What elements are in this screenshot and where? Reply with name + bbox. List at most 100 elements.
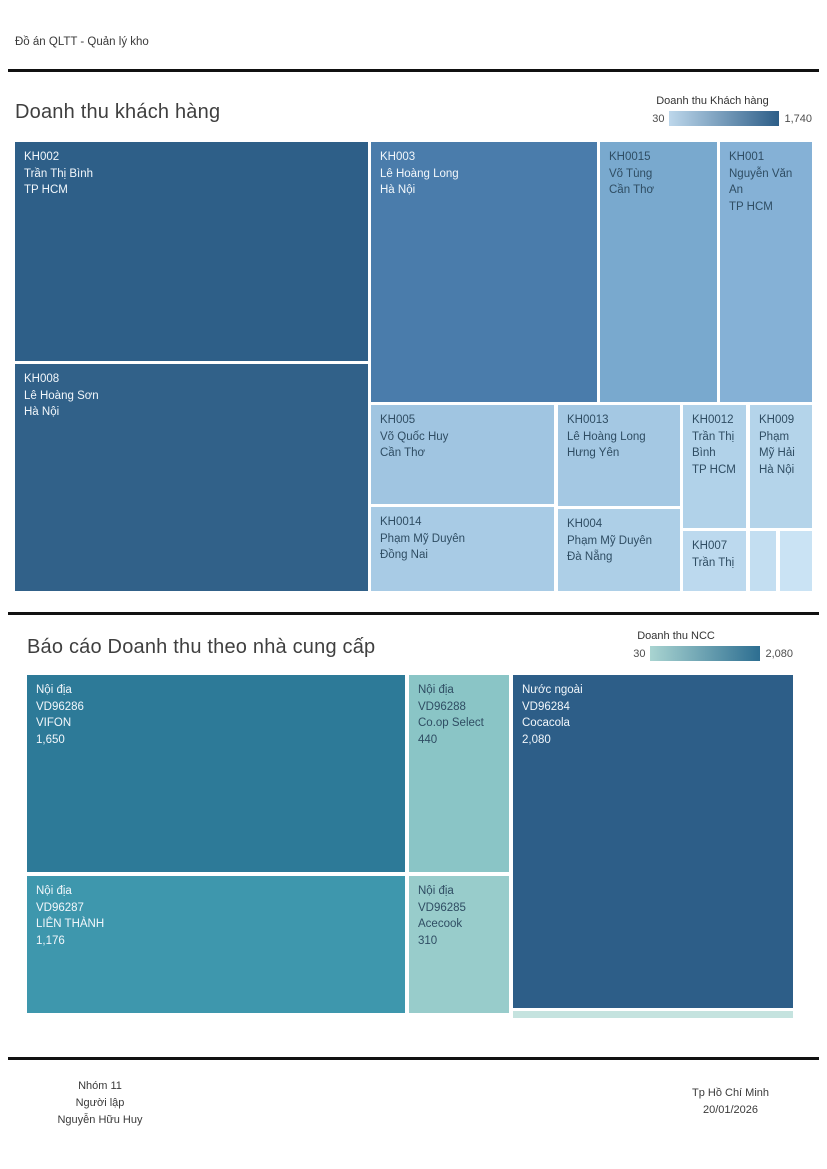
treemap-cell-label: Nội địa: [418, 885, 454, 897]
footer-group: Nhóm 11: [78, 1080, 122, 1092]
footer-author-block: Nhóm 11 Người lập Nguyễn Hữu Huy: [40, 1078, 160, 1129]
treemap-cell-label: 310: [418, 934, 438, 947]
treemap-cell-label: KH002: [24, 151, 60, 163]
treemap-cell-label: KH0013: [567, 414, 609, 426]
treemap-cell-label: Nước ngoài: [522, 684, 583, 696]
treemap-cell-label: Đà Nẵng: [567, 551, 613, 563]
treemap-cell-label: 1,176: [36, 934, 65, 947]
treemap-cell-label: KH009: [759, 414, 795, 426]
treemap-cell-label: Hà Nội: [759, 463, 795, 476]
treemap-cell-label: KH007: [692, 540, 728, 552]
treemap-cell-KH005[interactable]: KH005 Võ Quốc Huy Cần Thơ: [371, 405, 554, 504]
footer-place: Tp Hồ Chí Minh: [691, 1087, 770, 1099]
treemap-customers: KH002 Trần Thị Bình TP HCM KH008 Lê Hoàng Sơ…: [15, 142, 812, 591]
treemap-cell-label: KH0015: [609, 151, 651, 163]
divider-middle: [8, 612, 819, 615]
treemap-cell-VD96284-Cocacola[interactable]: Nước ngoài VD96284 Cocacola 2,080: [513, 675, 793, 1008]
treemap-cell-small-customer-1[interactable]: [750, 531, 776, 591]
legend-suppliers-max: 2,080: [765, 647, 793, 660]
legend-customers-min: 30: [652, 112, 665, 125]
treemap-cell-label: Hà Nội: [24, 406, 60, 418]
footer-role: Người lập: [75, 1097, 125, 1109]
treemap-cell-label: 1,650: [36, 733, 65, 746]
treemap-cell-label: Trần Thị: [692, 556, 735, 569]
legend-customers-gradient-bar: [669, 111, 780, 126]
legend-customers-max: 1,740: [784, 112, 812, 125]
treemap-cell-label: KH004: [567, 518, 603, 530]
treemap-cell-label: Lê Hoàng Sơn: [24, 389, 99, 402]
treemap-cell-label: VD96284: [522, 700, 570, 713]
section-title-customers: Doanh thu khách hàng: [15, 101, 221, 123]
treemap-cell-label: Đồng Nai: [380, 549, 428, 561]
treemap-cell-KH002[interactable]: KH002 Trần Thị Bình TP HCM: [15, 142, 368, 361]
treemap-cell-KH008[interactable]: KH008 Lê Hoàng Sơn Hà Nội: [15, 364, 368, 591]
divider-footer: [8, 1057, 819, 1060]
treemap-cell-label: Nội địa: [36, 885, 72, 897]
treemap-cell-VD96286-VIFON[interactable]: Nội địa VD96286 VIFON 1,650: [27, 675, 405, 872]
treemap-cell-label: Co.op Select: [418, 717, 484, 729]
treemap-cell-KH004[interactable]: KH004 Phạm Mỹ Duyên Đà Nẵng: [558, 509, 680, 591]
treemap-cell-label: 2,080: [522, 733, 551, 746]
treemap-cell-KH0015[interactable]: KH0015 Võ Tùng Cần Thơ: [600, 142, 717, 402]
treemap-cell-label: Cocacola: [522, 717, 570, 729]
footer-place-date-block: Tp Hồ Chí Minh 20/01/2026: [668, 1085, 793, 1119]
treemap-cell-label: KH001: [729, 151, 765, 163]
treemap-cell-label: Trần Thị Bình: [692, 430, 735, 460]
treemap-suppliers: Nội địa VD96286 VIFON 1,650 Nội địa VD96288 Co…: [27, 675, 793, 1018]
treemap-cell-KH003[interactable]: KH003 Lê Hoàng Long Hà Nội: [371, 142, 597, 402]
treemap-cell-label: Phạm Mỹ Hải: [759, 430, 795, 460]
treemap-cell-KH0012[interactable]: KH0012 Trần Thị Bình TP HCM: [683, 405, 746, 528]
treemap-cell-label: VD96286: [36, 700, 84, 713]
treemap-cell-label: Trần Thị Bình: [24, 167, 94, 180]
treemap-cell-label: LIÊN THÀNH: [36, 918, 105, 930]
treemap-cell-KH009[interactable]: KH009 Phạm Mỹ Hải Hà Nội: [750, 405, 812, 528]
treemap-cell-label: Lê Hoàng Long: [567, 430, 646, 443]
treemap-cell-label: 440: [418, 733, 438, 746]
treemap-cell-label: TP HCM: [692, 463, 736, 476]
legend-suppliers-min: 30: [633, 647, 646, 660]
treemap-cell-label: Cần Thơ: [380, 447, 426, 459]
legend-customers-title: Doanh thu Khách hàng: [656, 95, 769, 107]
treemap-cell-small-customer-2[interactable]: [780, 531, 812, 591]
treemap-cell-label: VIFON: [36, 717, 72, 729]
treemap-cell-label: KH003: [380, 151, 416, 163]
treemap-cell-KH0014[interactable]: KH0014 Phạm Mỹ Duyên Đồng Nai: [371, 507, 554, 591]
treemap-cell-label: Acecook: [418, 918, 463, 930]
treemap-cell-label: Nội địa: [36, 684, 72, 696]
footer-date: 20/01/2026: [702, 1104, 759, 1116]
treemap-cell-label: Phạm Mỹ Duyên: [567, 534, 653, 547]
treemap-cell-VD96287-LIEN-THANH[interactable]: Nội địa VD96287 LIÊN THÀNH 1,176: [27, 876, 405, 1013]
treemap-cell-label: KH0014: [380, 516, 422, 528]
treemap-cell-label: Lê Hoàng Long: [380, 167, 459, 180]
treemap-cell-label: VD96285: [418, 901, 466, 914]
treemap-cell-KH001[interactable]: KH001 Nguyễn Văn An TP HCM: [720, 142, 812, 402]
treemap-cell-label: Cần Thơ: [609, 184, 655, 196]
treemap-cell-label: TP HCM: [729, 200, 773, 213]
legend-suppliers-title: Doanh thu NCC: [637, 630, 715, 642]
treemap-cell-label: Nội địa: [418, 684, 454, 696]
treemap-cell-label: Hà Nội: [380, 184, 416, 196]
legend-customers: Doanh thu Khách hàng 30 1,740: [652, 95, 812, 126]
treemap-cell-VD96288-Coop-Select[interactable]: Nội địa VD96288 Co.op Select 440: [409, 675, 509, 872]
treemap-cell-label: Phạm Mỹ Duyên: [380, 532, 466, 545]
treemap-cell-label: VD96287: [36, 901, 84, 914]
section-title-suppliers: Báo cáo Doanh thu theo nhà cung cấp: [27, 636, 376, 658]
treemap-cell-label: KH005: [380, 414, 416, 426]
treemap-cell-label: Hưng Yên: [567, 447, 620, 459]
treemap-cell-label: Nguyễn Văn An: [729, 167, 793, 197]
treemap-cell-VD96285-Acecook[interactable]: Nội địa VD96285 Acecook 310: [409, 876, 509, 1013]
treemap-cell-small-supplier[interactable]: [513, 1011, 793, 1018]
legend-suppliers-gradient-bar: [650, 646, 761, 661]
treemap-cell-label: KH0012: [692, 414, 734, 426]
treemap-cell-KH0013[interactable]: KH0013 Lê Hoàng Long Hưng Yên: [558, 405, 680, 506]
treemap-cell-label: VD96288: [418, 700, 466, 713]
treemap-cell-label: Võ Quốc Huy: [380, 430, 449, 443]
treemap-cell-label: KH008: [24, 373, 60, 385]
divider-top: [8, 69, 819, 72]
report-title: Đồ án QLTT - Quản lý kho: [15, 36, 149, 48]
legend-suppliers: Doanh thu NCC 30 2,080: [633, 630, 793, 661]
treemap-cell-KH007[interactable]: KH007 Trần Thị: [683, 531, 746, 591]
treemap-cell-label: TP HCM: [24, 184, 68, 196]
treemap-cell-label: Võ Tùng: [609, 167, 653, 180]
